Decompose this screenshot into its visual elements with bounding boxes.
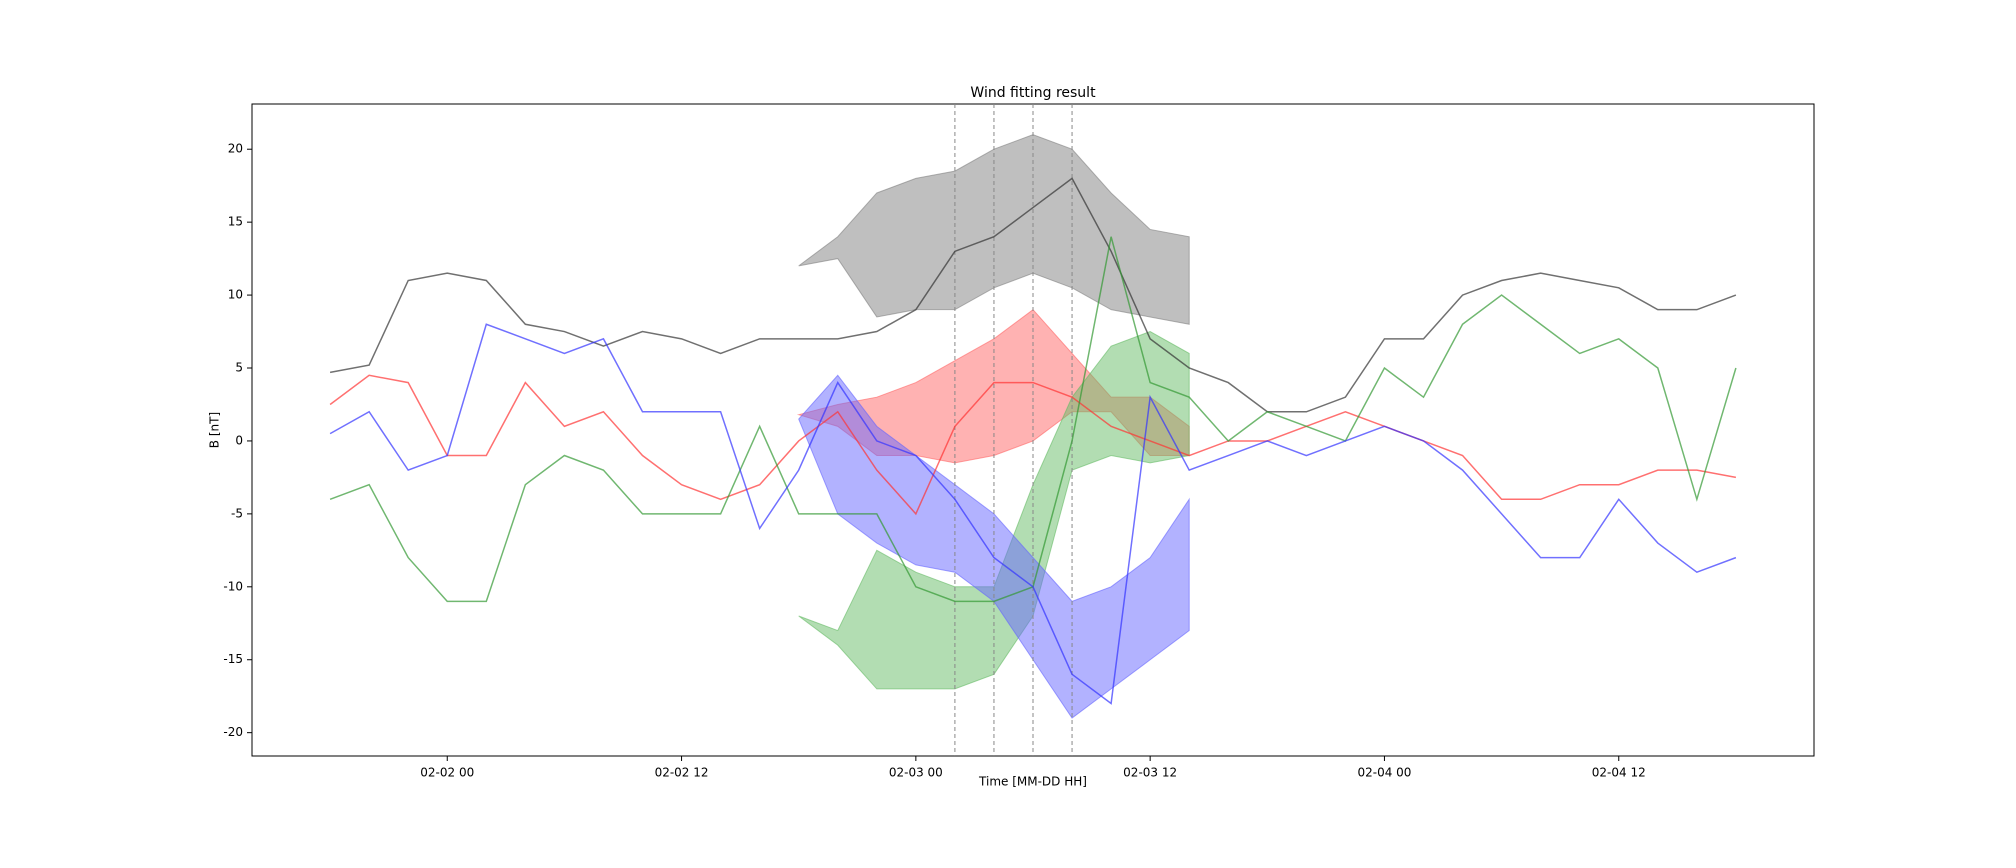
x-tick-label: 02-04 12 xyxy=(1592,766,1646,780)
data-line xyxy=(329,374,1737,516)
x-tick-label: 02-03 00 xyxy=(889,766,943,780)
y-axis-label: B [nT] xyxy=(208,412,222,448)
chart-title: Wind fitting result xyxy=(970,85,1096,101)
x-tick-label: 02-04 00 xyxy=(1357,766,1411,780)
y-tick-label: 5 xyxy=(235,361,243,375)
y-tick-label: 15 xyxy=(228,215,243,229)
fit-band xyxy=(798,134,1190,325)
y-tick-label: -15 xyxy=(223,652,243,666)
x-tick-label: 02-03 12 xyxy=(1123,766,1177,780)
fit-band xyxy=(798,330,1190,690)
y-tick-label: 10 xyxy=(228,288,243,302)
x-tick-label: 02-02 12 xyxy=(655,766,709,780)
x-axis-label: Time [MM-DD HH] xyxy=(978,775,1087,789)
y-tick-label: -20 xyxy=(223,725,243,739)
y-tick-label: -5 xyxy=(231,506,243,520)
y-tick-label: -10 xyxy=(223,579,243,593)
data-line xyxy=(329,177,1737,413)
x-tick-label: 02-02 00 xyxy=(420,766,474,780)
y-tick-label: 20 xyxy=(228,142,243,156)
data-line xyxy=(329,323,1737,705)
y-tick-label: 0 xyxy=(235,433,243,447)
